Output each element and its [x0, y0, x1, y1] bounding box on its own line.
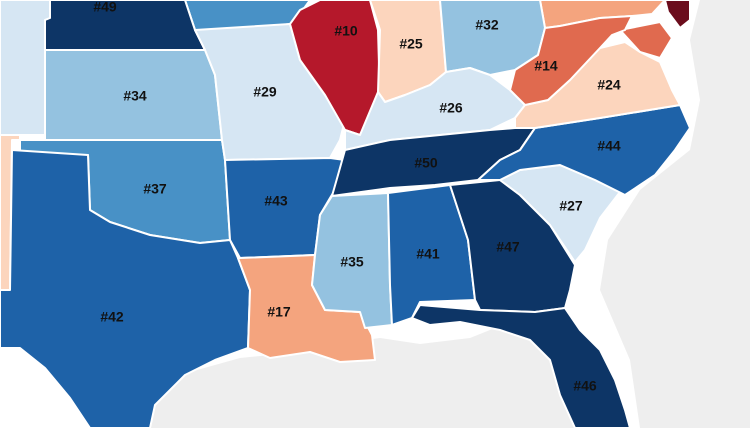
- rank-label-nebraska: #49: [93, 0, 117, 15]
- rank-label-west-virginia: #14: [534, 58, 558, 74]
- rank-label-georgia: #47: [496, 239, 520, 255]
- rank-label-arkansas: #43: [264, 193, 288, 209]
- rank-label-texas: #42: [100, 309, 124, 325]
- rank-label-tennessee: #50: [414, 155, 438, 171]
- state-colorado-partial: [0, 0, 51, 136]
- rank-label-mississippi: #35: [340, 254, 364, 270]
- rank-label-south-carolina: #27: [559, 198, 583, 214]
- state-nebraska: [44, 0, 206, 51]
- rank-label-indiana: #25: [399, 36, 423, 52]
- rank-label-north-carolina: #44: [597, 138, 621, 154]
- rank-label-kentucky: #26: [439, 100, 463, 116]
- state-new-jersey-partial: [664, 0, 691, 29]
- state-maryland-partial: [619, 21, 673, 59]
- state-texas: [0, 149, 251, 428]
- state-north-carolina: [477, 104, 691, 196]
- rank-label-missouri: #29: [253, 84, 277, 100]
- rank-label-ohio: #32: [475, 17, 499, 33]
- rank-label-louisiana: #17: [267, 304, 291, 320]
- state-florida: [411, 304, 631, 428]
- atlantic-ocean: [600, 0, 750, 428]
- rank-label-kansas: #34: [123, 88, 147, 104]
- gulf-of-mexico: [150, 312, 580, 428]
- rank-label-oklahoma: #37: [143, 181, 167, 197]
- rank-label-florida: #46: [573, 378, 597, 394]
- rank-label-alabama: #41: [416, 246, 440, 262]
- state-west-virginia: [509, 15, 633, 106]
- rank-label-illinois: #10: [334, 23, 358, 39]
- rank-label-virginia: #24: [597, 77, 621, 93]
- state-new-mexico-partial: [0, 134, 21, 291]
